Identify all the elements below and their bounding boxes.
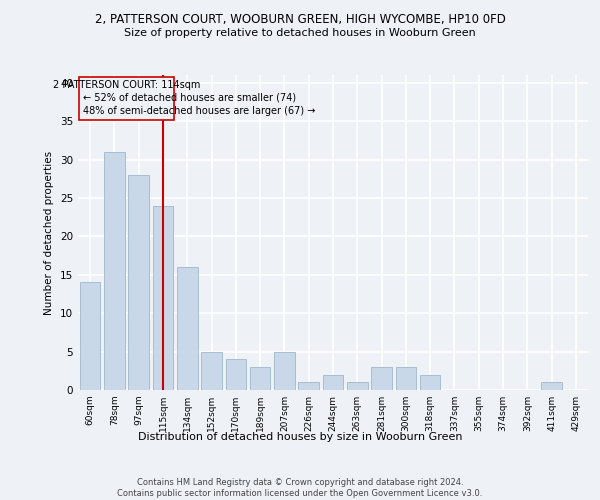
Text: 2, PATTERSON COURT, WOOBURN GREEN, HIGH WYCOMBE, HP10 0FD: 2, PATTERSON COURT, WOOBURN GREEN, HIGH …	[95, 12, 505, 26]
Bar	[104, 152, 125, 390]
Bar	[541, 382, 562, 390]
Bar	[177, 267, 197, 390]
Bar	[152, 206, 173, 390]
Bar	[420, 374, 440, 390]
Bar	[226, 360, 246, 390]
Bar	[80, 282, 100, 390]
Bar	[395, 367, 416, 390]
Bar	[274, 352, 295, 390]
Y-axis label: Number of detached properties: Number of detached properties	[44, 150, 55, 314]
Text: ← 52% of detached houses are smaller (74): ← 52% of detached houses are smaller (74…	[83, 92, 296, 102]
Bar	[371, 367, 392, 390]
Text: 2 PATTERSON COURT: 114sqm: 2 PATTERSON COURT: 114sqm	[53, 80, 200, 90]
Bar	[298, 382, 319, 390]
Text: Distribution of detached houses by size in Wooburn Green: Distribution of detached houses by size …	[138, 432, 462, 442]
Bar	[323, 374, 343, 390]
Text: Size of property relative to detached houses in Wooburn Green: Size of property relative to detached ho…	[124, 28, 476, 38]
Bar	[128, 175, 149, 390]
Text: 48% of semi-detached houses are larger (67) →: 48% of semi-detached houses are larger (…	[83, 106, 315, 116]
Bar	[250, 367, 271, 390]
Bar	[347, 382, 368, 390]
FancyBboxPatch shape	[79, 76, 174, 120]
Bar	[201, 352, 222, 390]
Text: Contains HM Land Registry data © Crown copyright and database right 2024.
Contai: Contains HM Land Registry data © Crown c…	[118, 478, 482, 498]
